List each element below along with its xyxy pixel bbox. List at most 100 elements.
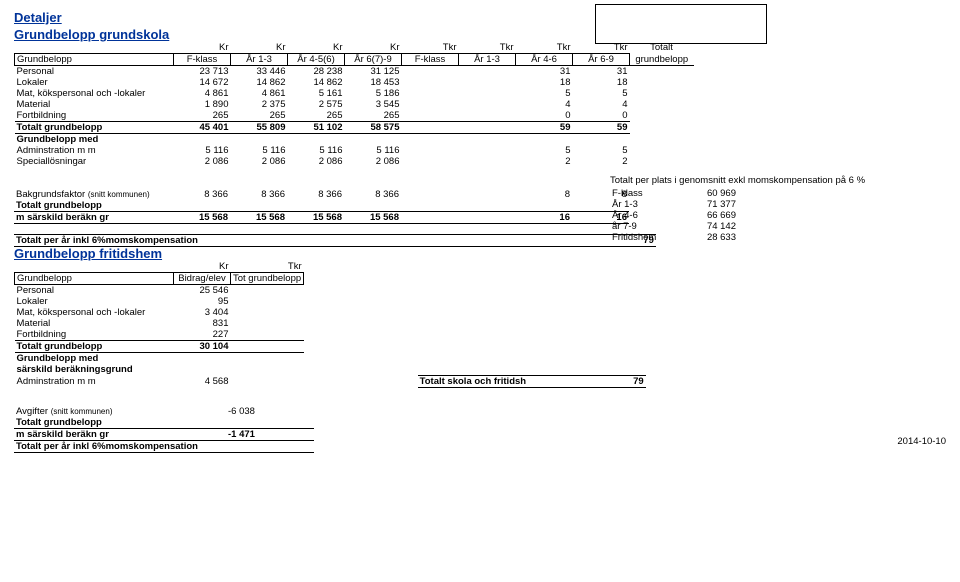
bak-cell: 8 366 (173, 189, 230, 200)
cell: 2 575 (288, 99, 345, 110)
total-cell (459, 122, 516, 134)
total-cell: 51 102 (288, 122, 345, 134)
grundskola-table: KrKrKrKrTkrTkrTkrTkrTotaltGrundbeloppF-k… (14, 42, 694, 167)
row-label: Fortbildning (15, 329, 174, 341)
row-label: Adminstration m m (15, 145, 174, 156)
cell: 4 (573, 99, 630, 110)
cell (231, 329, 304, 341)
cell (402, 66, 459, 78)
col-header: År 1-3 (231, 54, 288, 66)
avgifter-table: Avgifter (snitt kommunen)-6 038Totalt gr… (14, 406, 656, 453)
cell: 25 546 (174, 285, 231, 297)
cell: 2 086 (288, 156, 345, 167)
cell: 2 (516, 156, 573, 167)
side-key: Fritidshem (610, 232, 684, 243)
side-note: Totalt per plats i genomsnitt exkl momsk… (610, 175, 865, 186)
totperar-label: Totalt per år inkl 6%momskompensation (14, 235, 200, 247)
cell: 5 (573, 145, 630, 156)
side-val: 71 377 (684, 199, 738, 210)
cell (231, 307, 304, 318)
gbmed-label: Grundbelopp med (15, 134, 174, 146)
bakgrund-table: Bakgrundsfaktor (snitt kommunen)8 3668 3… (14, 189, 693, 224)
side-key: F-klass (610, 188, 684, 199)
side-val: 28 633 (684, 232, 738, 243)
total-cell: 59 (516, 122, 573, 134)
row-label: Speciallösningar (15, 156, 174, 167)
cell (459, 145, 516, 156)
cell: 18 453 (345, 77, 402, 88)
col-header: År 4-6 (516, 54, 573, 66)
cell (459, 66, 516, 78)
msar-cell: 15 568 (230, 212, 287, 224)
totgr-label: Totalt grundbelopp (14, 417, 200, 429)
row-label-heading: Grundbelopp (15, 273, 174, 285)
fritidshem-table: KrTkrGrundbeloppBidrag/elevTot grundbelo… (14, 261, 646, 388)
cell: 5 (516, 88, 573, 99)
msar-value: -1 471 (200, 428, 257, 440)
col-unit: Kr (231, 42, 288, 54)
cell: 5 (516, 145, 573, 156)
side-key: År 1-3 (610, 199, 684, 210)
row-label: Mat, kökspersonal och -lokaler (15, 88, 174, 99)
cell (402, 77, 459, 88)
bak-cell: 8 366 (230, 189, 287, 200)
cell: 2 086 (345, 156, 402, 167)
total-cell: 30 104 (174, 341, 231, 353)
cell (231, 285, 304, 297)
gbmed-label: Grundbelopp med (15, 353, 174, 365)
msar-cell (401, 212, 458, 224)
cell: 14 862 (288, 77, 345, 88)
msar-cell: 16 (515, 212, 572, 224)
cell (459, 77, 516, 88)
avg-value: -6 038 (200, 406, 257, 417)
cell: 31 125 (345, 66, 402, 78)
side-table: F-klass60 969År 1-371 377År 4-666 669år … (610, 188, 738, 243)
cell: 4 861 (174, 88, 231, 99)
col-unit: Kr (174, 42, 231, 54)
cell: 831 (174, 318, 231, 329)
total-cell: 45 401 (174, 122, 231, 134)
cell: 18 (573, 77, 630, 88)
msar-cell: 15 568 (287, 212, 344, 224)
cell: 14 672 (174, 77, 231, 88)
cell (459, 88, 516, 99)
col-unit: Tkr (459, 42, 516, 54)
totgr-label: Totalt grundbelopp (14, 200, 173, 212)
cell: 14 862 (231, 77, 288, 88)
side-key: år 7-9 (610, 221, 684, 232)
cell: 5 (573, 88, 630, 99)
total-cell: 58 575 (345, 122, 402, 134)
msar-cell (458, 212, 515, 224)
bak-cell: 8 (515, 189, 572, 200)
cell: 23 713 (174, 66, 231, 78)
bak-cell: 8 366 (344, 189, 401, 200)
cell (402, 145, 459, 156)
cell: 265 (288, 110, 345, 122)
sarskild-label: särskild beräkningsgrund (15, 364, 174, 375)
cell (402, 88, 459, 99)
msar-cell: 15 568 (173, 212, 230, 224)
cell: 95 (174, 296, 231, 307)
bak-cell: 8 366 (287, 189, 344, 200)
cell (402, 99, 459, 110)
cell (231, 318, 304, 329)
msar-label: m särskild beräkn gr (14, 428, 200, 440)
cell (459, 99, 516, 110)
side-val: 60 969 (684, 188, 738, 199)
skola-label: Totalt skola och fritidsh (418, 375, 589, 387)
row-label: Lokaler (15, 296, 174, 307)
cell (402, 156, 459, 167)
col-header: År 6(7)-9 (345, 54, 402, 66)
cell: 28 238 (288, 66, 345, 78)
col-unit: Tkr (402, 42, 459, 54)
col-unit: Tkr (516, 42, 573, 54)
cell: 2 086 (174, 156, 231, 167)
total-cell (402, 122, 459, 134)
admin-label: Adminstration m m (15, 375, 174, 387)
col-unit: Tkr (231, 261, 304, 273)
total-cell: 55 809 (231, 122, 288, 134)
cell: 0 (573, 110, 630, 122)
cell: 2 375 (231, 99, 288, 110)
msar-cell: 15 568 (344, 212, 401, 224)
cell: 227 (174, 329, 231, 341)
